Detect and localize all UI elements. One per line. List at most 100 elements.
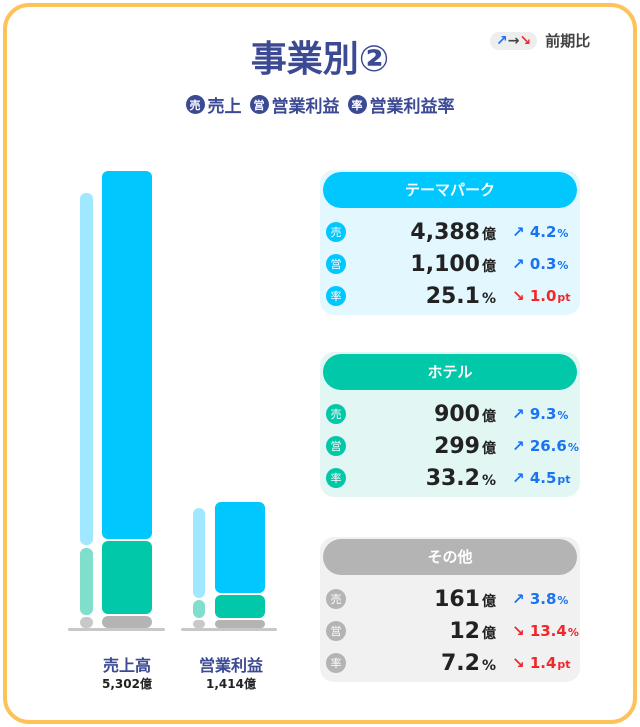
legend-label: 売上 xyxy=(207,97,242,117)
bar-segment-hotel xyxy=(215,594,265,618)
unit: 億 xyxy=(482,440,496,457)
change-value: 13.4 xyxy=(529,622,567,640)
metric-icon: 売 xyxy=(326,404,346,424)
metric-value: 900 億 xyxy=(434,402,496,427)
bar-segment-theme-park xyxy=(102,170,152,539)
arrow-up-icon: ↗ xyxy=(512,590,525,608)
change-unit: pt xyxy=(557,658,571,671)
change-unit: % xyxy=(557,409,569,422)
segment-title: テーマパーク xyxy=(323,172,577,208)
yoy-change: ↗ 0.3% xyxy=(512,255,568,273)
card-frame xyxy=(3,3,637,724)
prior-bar-segment xyxy=(80,192,93,546)
baseline xyxy=(68,628,165,631)
change-unit: pt xyxy=(557,473,571,486)
arrow-down-icon: ↘ xyxy=(512,287,525,305)
segment-panel: その他 売 161 億 ↗ 3.8% 営 12 億 ↘ 13.4% 率 7.2% ↘… xyxy=(320,537,580,682)
trend-arrows-icon: ↗→↘ xyxy=(490,31,538,50)
metric-value: 12 億 xyxy=(449,619,496,644)
arrow-up-icon: ↗ xyxy=(512,223,525,241)
value: 25.1 xyxy=(425,283,480,309)
bar-segment-other xyxy=(102,616,152,628)
arrow-up-icon: ↗ xyxy=(512,469,525,487)
legend-item-operating-profit: 営営業利益 xyxy=(249,92,340,117)
yoy-change: ↘ 1.0 pt xyxy=(512,287,571,305)
segment-title: その他 xyxy=(323,539,577,575)
metric-row: 営 12 億 ↘ 13.4% xyxy=(326,617,579,645)
metric-row: 率 33.2% ↗ 4.5 pt xyxy=(326,464,576,492)
change-unit: % xyxy=(557,227,569,240)
value: 12 xyxy=(449,618,480,644)
metric-row: 売 4,388 億 ↗ 4.2% xyxy=(326,218,576,246)
value: 7.2 xyxy=(440,650,480,676)
legend-label: 営業利益 xyxy=(271,97,340,117)
metric-value: 7.2% xyxy=(441,651,496,676)
value: 900 xyxy=(434,401,480,427)
change-unit: % xyxy=(557,259,569,272)
arrow-up-icon: ↗ xyxy=(512,255,525,273)
prior-bar-segment xyxy=(193,507,205,599)
bar-segment-other xyxy=(215,620,265,628)
change-value: 3.8 xyxy=(529,590,557,608)
unit: % xyxy=(481,657,496,674)
metric-row: 率 25.1% ↘ 1.0 pt xyxy=(326,282,576,310)
metric-value: 4,388 億 xyxy=(410,220,496,245)
page-title: 事業別② xyxy=(250,39,390,80)
segment-panel: テーマパーク 売 4,388 億 ↗ 4.2% 営 1,100 億 ↗ 0.3% 率… xyxy=(320,170,580,315)
metric-value: 299 億 xyxy=(434,434,496,459)
metric-icon: 率 xyxy=(326,653,346,673)
change-value: 26.6 xyxy=(529,437,567,455)
unit: 億 xyxy=(482,593,496,610)
unit: 億 xyxy=(482,625,496,642)
metric-row: 売 161 億 ↗ 3.8% xyxy=(326,585,576,613)
legend-item-margin: 率営業利益率 xyxy=(347,92,455,117)
metric-icon: 率 xyxy=(326,286,346,306)
baseline xyxy=(181,628,277,631)
yoy-label: 前期比 xyxy=(545,32,591,50)
unit: 億 xyxy=(482,226,496,243)
legend-item-sales: 売売上 xyxy=(185,92,242,117)
value: 1,100 xyxy=(410,251,480,277)
yoy-change: ↗ 4.5 pt xyxy=(512,469,571,487)
change-value: 4.5 xyxy=(529,469,557,487)
change-unit: % xyxy=(567,626,579,639)
prior-bar-segment xyxy=(80,547,93,615)
change-unit: % xyxy=(567,441,579,454)
metric-icon: 売 xyxy=(326,589,346,609)
metric-value: 161 億 xyxy=(434,587,496,612)
yoy-change: ↗ 4.2% xyxy=(512,223,568,241)
metric-icon: 営 xyxy=(326,436,346,456)
prior-bar-segment xyxy=(193,620,205,628)
metric-row: 率 7.2% ↘ 1.4 pt xyxy=(326,649,576,677)
metric-value: 33.2% xyxy=(426,466,496,491)
unit: % xyxy=(481,290,496,307)
profit-icon: 営 xyxy=(249,95,269,114)
metric-value: 25.1% xyxy=(426,284,496,309)
arrow-down-icon: ↘ xyxy=(512,654,525,672)
change-value: 1.0 xyxy=(529,287,557,305)
metric-icon: 売 xyxy=(326,222,346,242)
yoy-legend: ↗→↘ 前期比 xyxy=(490,30,590,51)
unit: % xyxy=(481,472,496,489)
value: 4,388 xyxy=(410,219,480,245)
total-profit: 1,414億 xyxy=(206,677,256,691)
metric-row: 営 1,100 億 ↗ 0.3% xyxy=(326,250,576,278)
metric-icon: 率 xyxy=(326,468,346,488)
change-value: 4.2 xyxy=(529,223,557,241)
x-label-sales: 売上高 xyxy=(102,656,151,675)
total-sales: 5,302億 xyxy=(102,677,152,691)
yoy-change: ↗ 3.8% xyxy=(512,590,568,608)
bar-segment-theme-park xyxy=(215,502,265,593)
change-unit: pt xyxy=(557,291,571,304)
unit: 億 xyxy=(482,408,496,425)
bar-segment-hotel xyxy=(102,540,152,615)
metric-icon: 営 xyxy=(326,621,346,641)
value: 161 xyxy=(434,586,480,612)
arrow-up-icon: ↗ xyxy=(512,405,525,423)
value: 33.2 xyxy=(425,465,480,491)
metric-icon: 営 xyxy=(326,254,346,274)
sales-icon: 売 xyxy=(185,95,205,114)
metric-row: 営 299 億 ↗ 26.6% xyxy=(326,432,579,460)
legend: 売売上 営営業利益 率営業利益率 xyxy=(0,92,640,117)
unit: 億 xyxy=(482,258,496,275)
